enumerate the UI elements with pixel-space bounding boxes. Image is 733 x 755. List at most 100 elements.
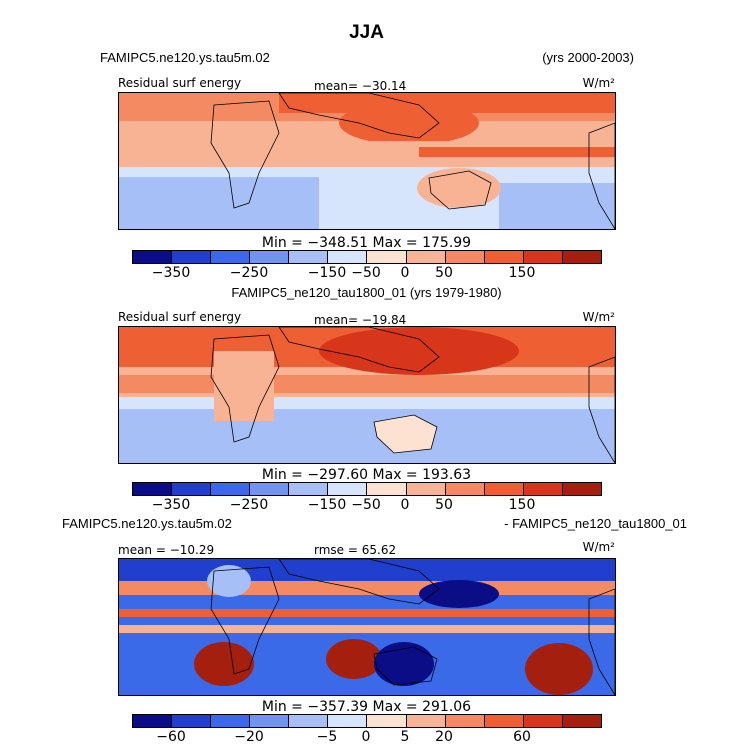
asia-outline <box>278 93 440 139</box>
australia-cool <box>374 642 434 686</box>
panel3-colorbar <box>132 714 602 728</box>
panel1-units: W/m² <box>582 76 615 90</box>
panel1-mean: mean= −30.14 <box>314 79 407 93</box>
field-southern-cool <box>119 177 319 229</box>
colorbar-cell <box>211 251 251 263</box>
panel2-map-svg <box>119 327 615 463</box>
africa-outline <box>210 334 280 443</box>
colorbar-tick-label: −350 <box>151 265 191 281</box>
colorbar-cell <box>367 483 407 495</box>
africa-warm <box>214 351 274 421</box>
colorbar-cell <box>445 715 485 727</box>
colorbar-tick-label: 50 <box>435 265 453 281</box>
colorbar-cell <box>172 251 212 263</box>
panel3-units: W/m² <box>582 540 615 554</box>
panel1-var-label: Residual surf energy <box>118 76 242 90</box>
field-southern-cool <box>119 409 615 463</box>
colorbar-tick-label: −150 <box>307 497 347 513</box>
colorbar-cell <box>328 251 368 263</box>
panel2-minmax: Min = −297.60 Max = 193.63 <box>261 467 472 483</box>
colorbar-tick-label: −250 <box>229 265 269 281</box>
colorbar-cell <box>250 251 290 263</box>
panel3-minmax: Min = −357.39 Max = 291.06 <box>261 699 472 715</box>
colorbar-tick-label: −150 <box>307 265 347 281</box>
colorbar-cell <box>562 251 601 263</box>
asia-outline <box>278 327 440 373</box>
panel1-years: (yrs 2000-2003) <box>542 50 634 65</box>
colorbar-tick-label: 0 <box>400 265 410 281</box>
colorbar-tick-label: 5 <box>400 729 410 745</box>
colorbar-tick-label: −20 <box>234 729 264 745</box>
colorbar-cell <box>250 483 290 495</box>
field-pacific-cool <box>499 183 615 229</box>
colorbar-cell <box>367 251 407 263</box>
colorbar-tick-label: −50 <box>351 497 381 513</box>
colorbar-cell <box>172 483 212 495</box>
colorbar-cell <box>328 483 368 495</box>
colorbar-cell <box>289 483 329 495</box>
panel1-ticks: −350 −250 −150 −50 0 50 150 <box>0 265 733 283</box>
colorbar-cell <box>133 251 173 263</box>
panel2-units: W/m² <box>582 310 615 324</box>
southern-atlantic-warm <box>194 642 254 686</box>
colorbar-tick-label: 50 <box>435 497 453 513</box>
colorbar-cell <box>484 251 524 263</box>
colorbar-cell <box>367 715 407 727</box>
colorbar-cell <box>172 715 212 727</box>
colorbar-cell <box>289 715 329 727</box>
australia-outline <box>428 170 492 210</box>
panel3-diff-label: - FAMIPC5_ne120_tau1800_01 <box>504 516 687 531</box>
colorbar-tick-label: 150 <box>508 265 536 281</box>
colorbar-cell <box>406 483 446 495</box>
field-itcz-band <box>119 609 615 617</box>
asia-cool <box>419 580 499 608</box>
colorbar-tick-label: −50 <box>351 265 381 281</box>
panel2-colorbar <box>132 482 602 496</box>
south-america-outline <box>588 122 615 229</box>
colorbar-cell <box>133 715 173 727</box>
colorbar-tick-label: 60 <box>513 729 531 745</box>
colorbar-cell <box>523 715 563 727</box>
field-tropic-band <box>119 625 615 633</box>
panel1-colorbar <box>132 250 602 264</box>
colorbar-cell <box>250 715 290 727</box>
colorbar-cell <box>211 483 251 495</box>
colorbar-cell <box>211 715 251 727</box>
field-tropical-band <box>119 375 615 393</box>
panel1-map-svg <box>119 93 615 229</box>
field-north-band <box>119 559 615 581</box>
colorbar-cell <box>133 483 173 495</box>
field-itcz-band <box>419 147 615 157</box>
south-america-outline <box>588 588 615 695</box>
colorbar-cell <box>484 483 524 495</box>
panel3-mean: mean = −10.29 <box>118 543 215 557</box>
colorbar-tick-label: −60 <box>156 729 186 745</box>
colorbar-tick-label: 20 <box>435 729 453 745</box>
colorbar-cell <box>562 483 601 495</box>
colorbar-cell <box>289 251 329 263</box>
panel3-rmse: rmse = 65.62 <box>314 543 397 557</box>
panel2-case-label: FAMIPC5_ne120_tau1800_01 (yrs 1979-1980) <box>231 285 502 300</box>
colorbar-tick-label: 150 <box>508 497 536 513</box>
panel3-map-svg <box>119 559 615 695</box>
panel3-case-label: FAMIPC5.ne120.ys.tau5m.02 <box>62 516 232 531</box>
page-title: JJA <box>349 22 384 43</box>
panel1-case-label: FAMIPC5.ne120.ys.tau5m.02 <box>100 50 270 65</box>
panel3-ticks: −60 −20 −5 0 5 20 60 <box>0 729 733 747</box>
colorbar-cell <box>445 483 485 495</box>
colorbar-tick-label: −250 <box>229 497 269 513</box>
south-pacific-warm <box>525 643 593 695</box>
colorbar-tick-label: 0 <box>400 497 410 513</box>
panel2-mean: mean= −19.84 <box>314 313 407 327</box>
asia-outline <box>278 559 440 605</box>
colorbar-cell <box>406 715 446 727</box>
field-asia-warm <box>339 101 479 145</box>
panel3-map <box>118 558 616 696</box>
africa-outline <box>210 100 280 209</box>
field-warm-band <box>119 581 615 595</box>
colorbar-cell <box>562 715 601 727</box>
south-america-outline <box>588 356 615 463</box>
panel2-var-label: Residual surf energy <box>118 310 242 324</box>
colorbar-cell <box>406 251 446 263</box>
australia-outline <box>373 414 438 454</box>
